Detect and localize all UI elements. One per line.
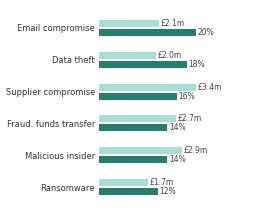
Text: £2.0m: £2.0m bbox=[158, 51, 182, 60]
Bar bbox=[99, 188, 158, 195]
Bar bbox=[99, 124, 167, 131]
Bar bbox=[99, 156, 167, 163]
Bar bbox=[99, 115, 176, 123]
Text: £1.7m: £1.7m bbox=[149, 178, 174, 187]
Text: £2.7m: £2.7m bbox=[178, 114, 202, 123]
Text: 14%: 14% bbox=[169, 155, 186, 164]
Text: 18%: 18% bbox=[188, 60, 205, 69]
Bar bbox=[99, 29, 196, 36]
Bar bbox=[99, 92, 177, 100]
Text: 12%: 12% bbox=[159, 187, 176, 196]
Text: 16%: 16% bbox=[178, 92, 195, 101]
Text: 14%: 14% bbox=[169, 123, 186, 132]
Text: £2.1m: £2.1m bbox=[161, 19, 185, 28]
Text: £3.4m: £3.4m bbox=[198, 83, 222, 92]
Bar bbox=[99, 61, 187, 68]
Text: £2.9m: £2.9m bbox=[184, 146, 208, 155]
Bar bbox=[99, 20, 159, 27]
Bar bbox=[99, 84, 196, 91]
Bar bbox=[99, 52, 156, 59]
Text: 20%: 20% bbox=[198, 28, 215, 37]
Bar bbox=[99, 147, 182, 154]
Bar bbox=[99, 179, 148, 186]
